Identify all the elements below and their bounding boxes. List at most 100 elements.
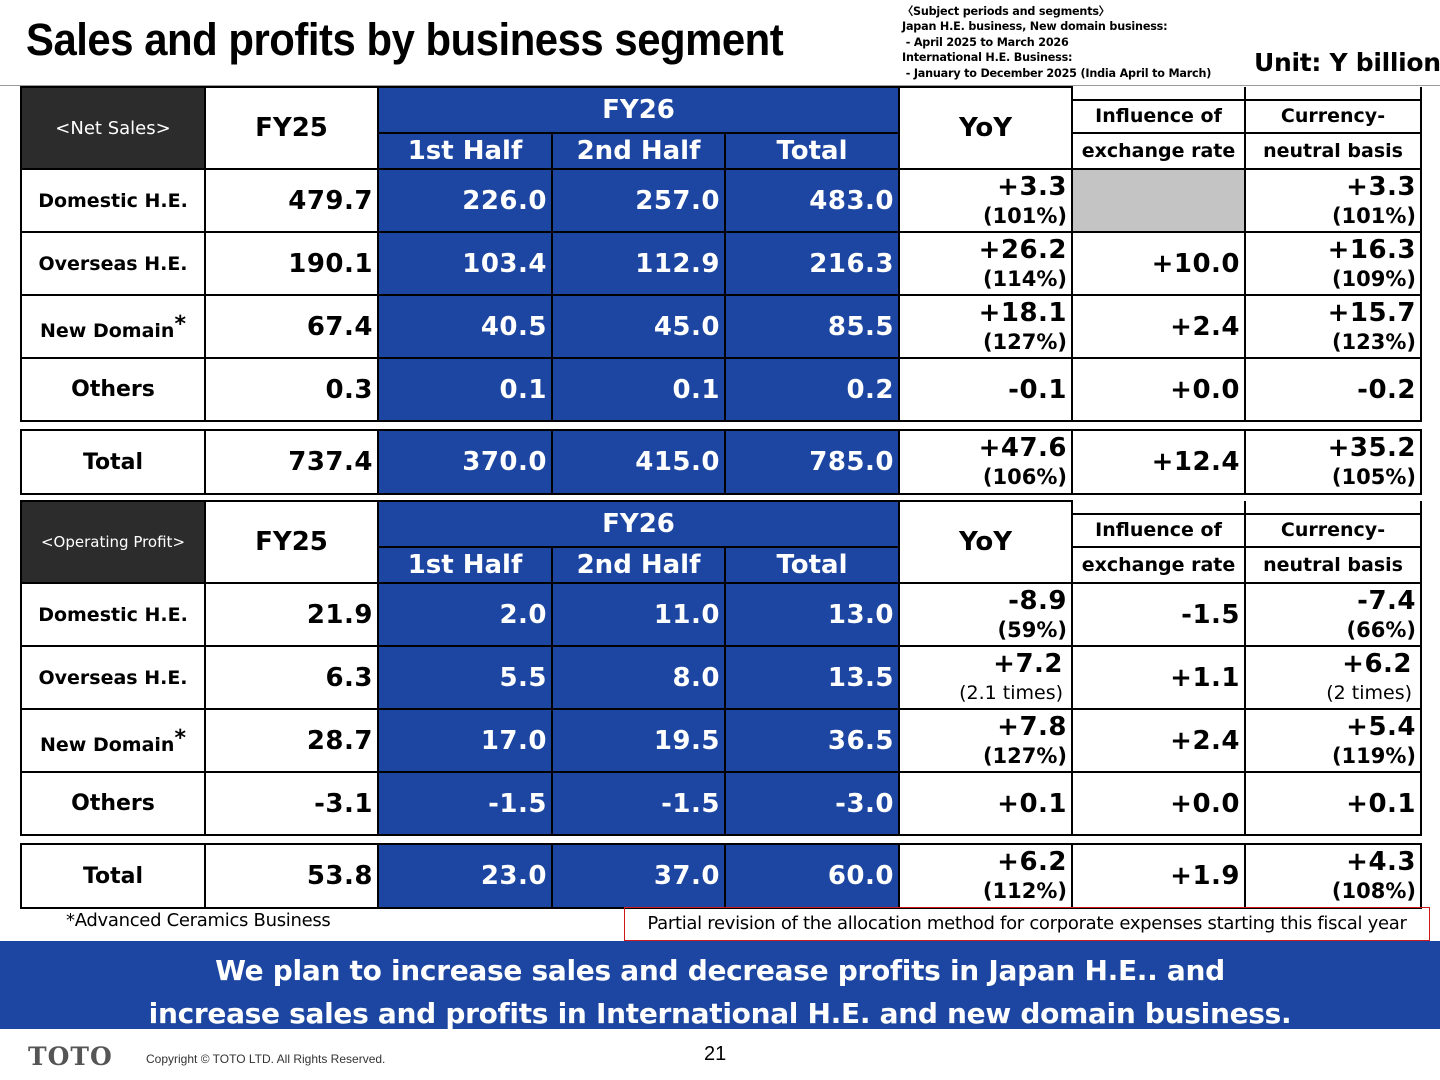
h1-value: 226.0	[377, 168, 553, 233]
total-value: 36.5	[723, 708, 901, 773]
net-sales-total-table: Total 737.4 370.0 415.0 785.0 +47.6 (106%…	[20, 429, 1422, 495]
neutral-amount: +35.2	[1327, 433, 1416, 463]
table-row: Others -3.1 -1.5 -1.5 -3.0 +0.1 +0.0 +0.…	[20, 771, 1423, 836]
neutral-value: +6.2 (2 times)	[1244, 645, 1423, 710]
fy25-value: 28.7	[204, 708, 379, 773]
operating-profit-table: <Operating Profit> FY25 FY26 YoY Influen…	[20, 500, 1423, 836]
yoy-value: +18.1 (127%)	[898, 294, 1074, 359]
total-value: 483.0	[723, 168, 901, 233]
header-influence-line1: Influence of	[1074, 512, 1244, 545]
page-title: Sales and profits by business segment	[26, 14, 784, 65]
fy25-value: 21.9	[204, 582, 379, 647]
row-name: Overseas H.E.	[20, 645, 206, 710]
fx-value: -1.5	[1071, 582, 1247, 647]
table-row: New Domain* 28.7 17.0 19.5 36.5 +7.8 (127…	[20, 708, 1423, 773]
header-yoy: YoY	[898, 500, 1074, 584]
yoy-amount: +3.3	[997, 171, 1068, 202]
yoy-percent: (114%)	[982, 266, 1068, 291]
neutral-amount: +6.2	[1342, 648, 1413, 679]
total-row: Total 53.8 23.0 37.0 60.0 +6.2 (112%) +1.…	[20, 843, 1422, 909]
neutral-value: +5.4 (119%)	[1244, 708, 1423, 773]
subject-periods-note: 〈Subject periods and segments〉 Japan H.E…	[902, 5, 1212, 80]
fx-value: +2.4	[1071, 708, 1247, 773]
total-value: 216.3	[723, 231, 901, 296]
row-name-cell: New Domain*	[20, 294, 206, 359]
operating-profit-label: <Operating Profit>	[20, 500, 206, 584]
summary-banner: We plan to increase sales and decrease p…	[0, 941, 1440, 1030]
fy25-value: 53.8	[204, 843, 379, 909]
yoy-percent: (2.1 times)	[959, 681, 1064, 704]
total-value: 60.0	[724, 843, 900, 909]
yoy-value: +47.6 (106%)	[898, 429, 1073, 495]
fy25-value: 190.1	[204, 231, 379, 296]
neutral-amount: -7.4	[1357, 585, 1417, 616]
row-name: New Domain	[40, 319, 175, 342]
yoy-amount: +18.1	[978, 297, 1068, 328]
h1-value: 0.1	[377, 357, 553, 422]
header-influence: Influence of	[1071, 501, 1247, 548]
yoy-percent: (59%)	[997, 617, 1068, 642]
h2-value: 8.0	[551, 645, 726, 710]
header-second-half: 2nd Half	[551, 132, 726, 170]
h1-value: 2.0	[377, 582, 553, 647]
table-row: Overseas H.E. 190.1 103.4 112.9 216.3 +2…	[20, 231, 1423, 296]
header-second-half: 2nd Half	[551, 546, 726, 584]
total-value: 785.0	[724, 429, 900, 495]
header-neutral: Currency-	[1244, 501, 1423, 548]
h1-value: 23.0	[377, 843, 553, 909]
h2-value: -1.5	[551, 771, 726, 836]
revision-note: Partial revision of the allocation metho…	[624, 907, 1430, 941]
yoy-amount: +47.6	[978, 433, 1067, 463]
yoy-amount: -8.9	[1008, 585, 1068, 616]
header-total: Total	[723, 132, 901, 170]
header-neutral-line2: neutral basis	[1244, 547, 1423, 584]
neutral-amount: +16.3	[1327, 234, 1417, 265]
table-row: Domestic H.E. 479.7 226.0 257.0 483.0 +3…	[20, 168, 1423, 233]
neutral-value: +3.3 (101%)	[1244, 168, 1423, 233]
fx-value: +1.9	[1071, 843, 1246, 909]
h2-value: 45.0	[551, 294, 726, 359]
yoy-percent: (106%)	[982, 465, 1067, 489]
banner-line-2: increase sales and profits in Internatio…	[148, 997, 1292, 1030]
neutral-percent: (101%)	[1331, 203, 1417, 228]
total-value: -3.0	[723, 771, 901, 836]
h1-value: 40.5	[377, 294, 553, 359]
header-fy26: FY26	[376, 500, 901, 548]
neutral-percent: (105%)	[1331, 465, 1416, 489]
neutral-amount: +4.3	[1346, 847, 1416, 877]
table-row: New Domain* 67.4 40.5 45.0 85.5 +18.1 (12…	[20, 294, 1423, 359]
table-row: Others 0.3 0.1 0.1 0.2 -0.1 +0.0 -0.2	[20, 357, 1423, 422]
neutral-percent: (123%)	[1331, 329, 1417, 354]
header-yoy: YoY	[898, 86, 1074, 170]
neutral-amount: +3.3	[1346, 171, 1417, 202]
asterisk-mark: *	[174, 311, 186, 337]
yoy-amount: +7.8	[997, 711, 1068, 742]
h2-value: 0.1	[551, 357, 726, 422]
total-row: Total 737.4 370.0 415.0 785.0 +47.6 (106%…	[20, 429, 1422, 495]
total-value: 85.5	[723, 294, 901, 359]
footnote: *Advanced Ceramics Business	[66, 910, 331, 931]
yoy-percent: (127%)	[982, 743, 1068, 768]
page-number: 21	[704, 1043, 727, 1065]
h1-value: 17.0	[377, 708, 553, 773]
header-neutral-line2: neutral basis	[1244, 133, 1423, 170]
yoy-percent: (112%)	[982, 879, 1067, 903]
h1-value: 370.0	[377, 429, 553, 495]
row-name: Others	[20, 771, 206, 836]
yoy-amount: +26.2	[978, 234, 1068, 265]
neutral-percent: (66%)	[1346, 617, 1417, 642]
yoy-value: -8.9 (59%)	[898, 582, 1074, 647]
yoy-value: +6.2 (112%)	[898, 843, 1073, 909]
row-name: Domestic H.E.	[20, 582, 206, 647]
total-value: 13.5	[723, 645, 901, 710]
header-influence-line1: Influence of	[1074, 98, 1244, 131]
yoy-value: +0.1	[898, 771, 1074, 836]
neutral-value: +4.3 (108%)	[1244, 843, 1422, 909]
neutral-percent: (2 times)	[1326, 681, 1413, 704]
header-divider	[0, 85, 1440, 86]
total-value: 0.2	[723, 357, 901, 422]
yoy-value: +3.3 (101%)	[898, 168, 1074, 233]
header-neutral-line1: Currency-	[1247, 98, 1420, 131]
fx-value: +0.0	[1071, 771, 1247, 836]
yoy-percent: (127%)	[982, 329, 1068, 354]
